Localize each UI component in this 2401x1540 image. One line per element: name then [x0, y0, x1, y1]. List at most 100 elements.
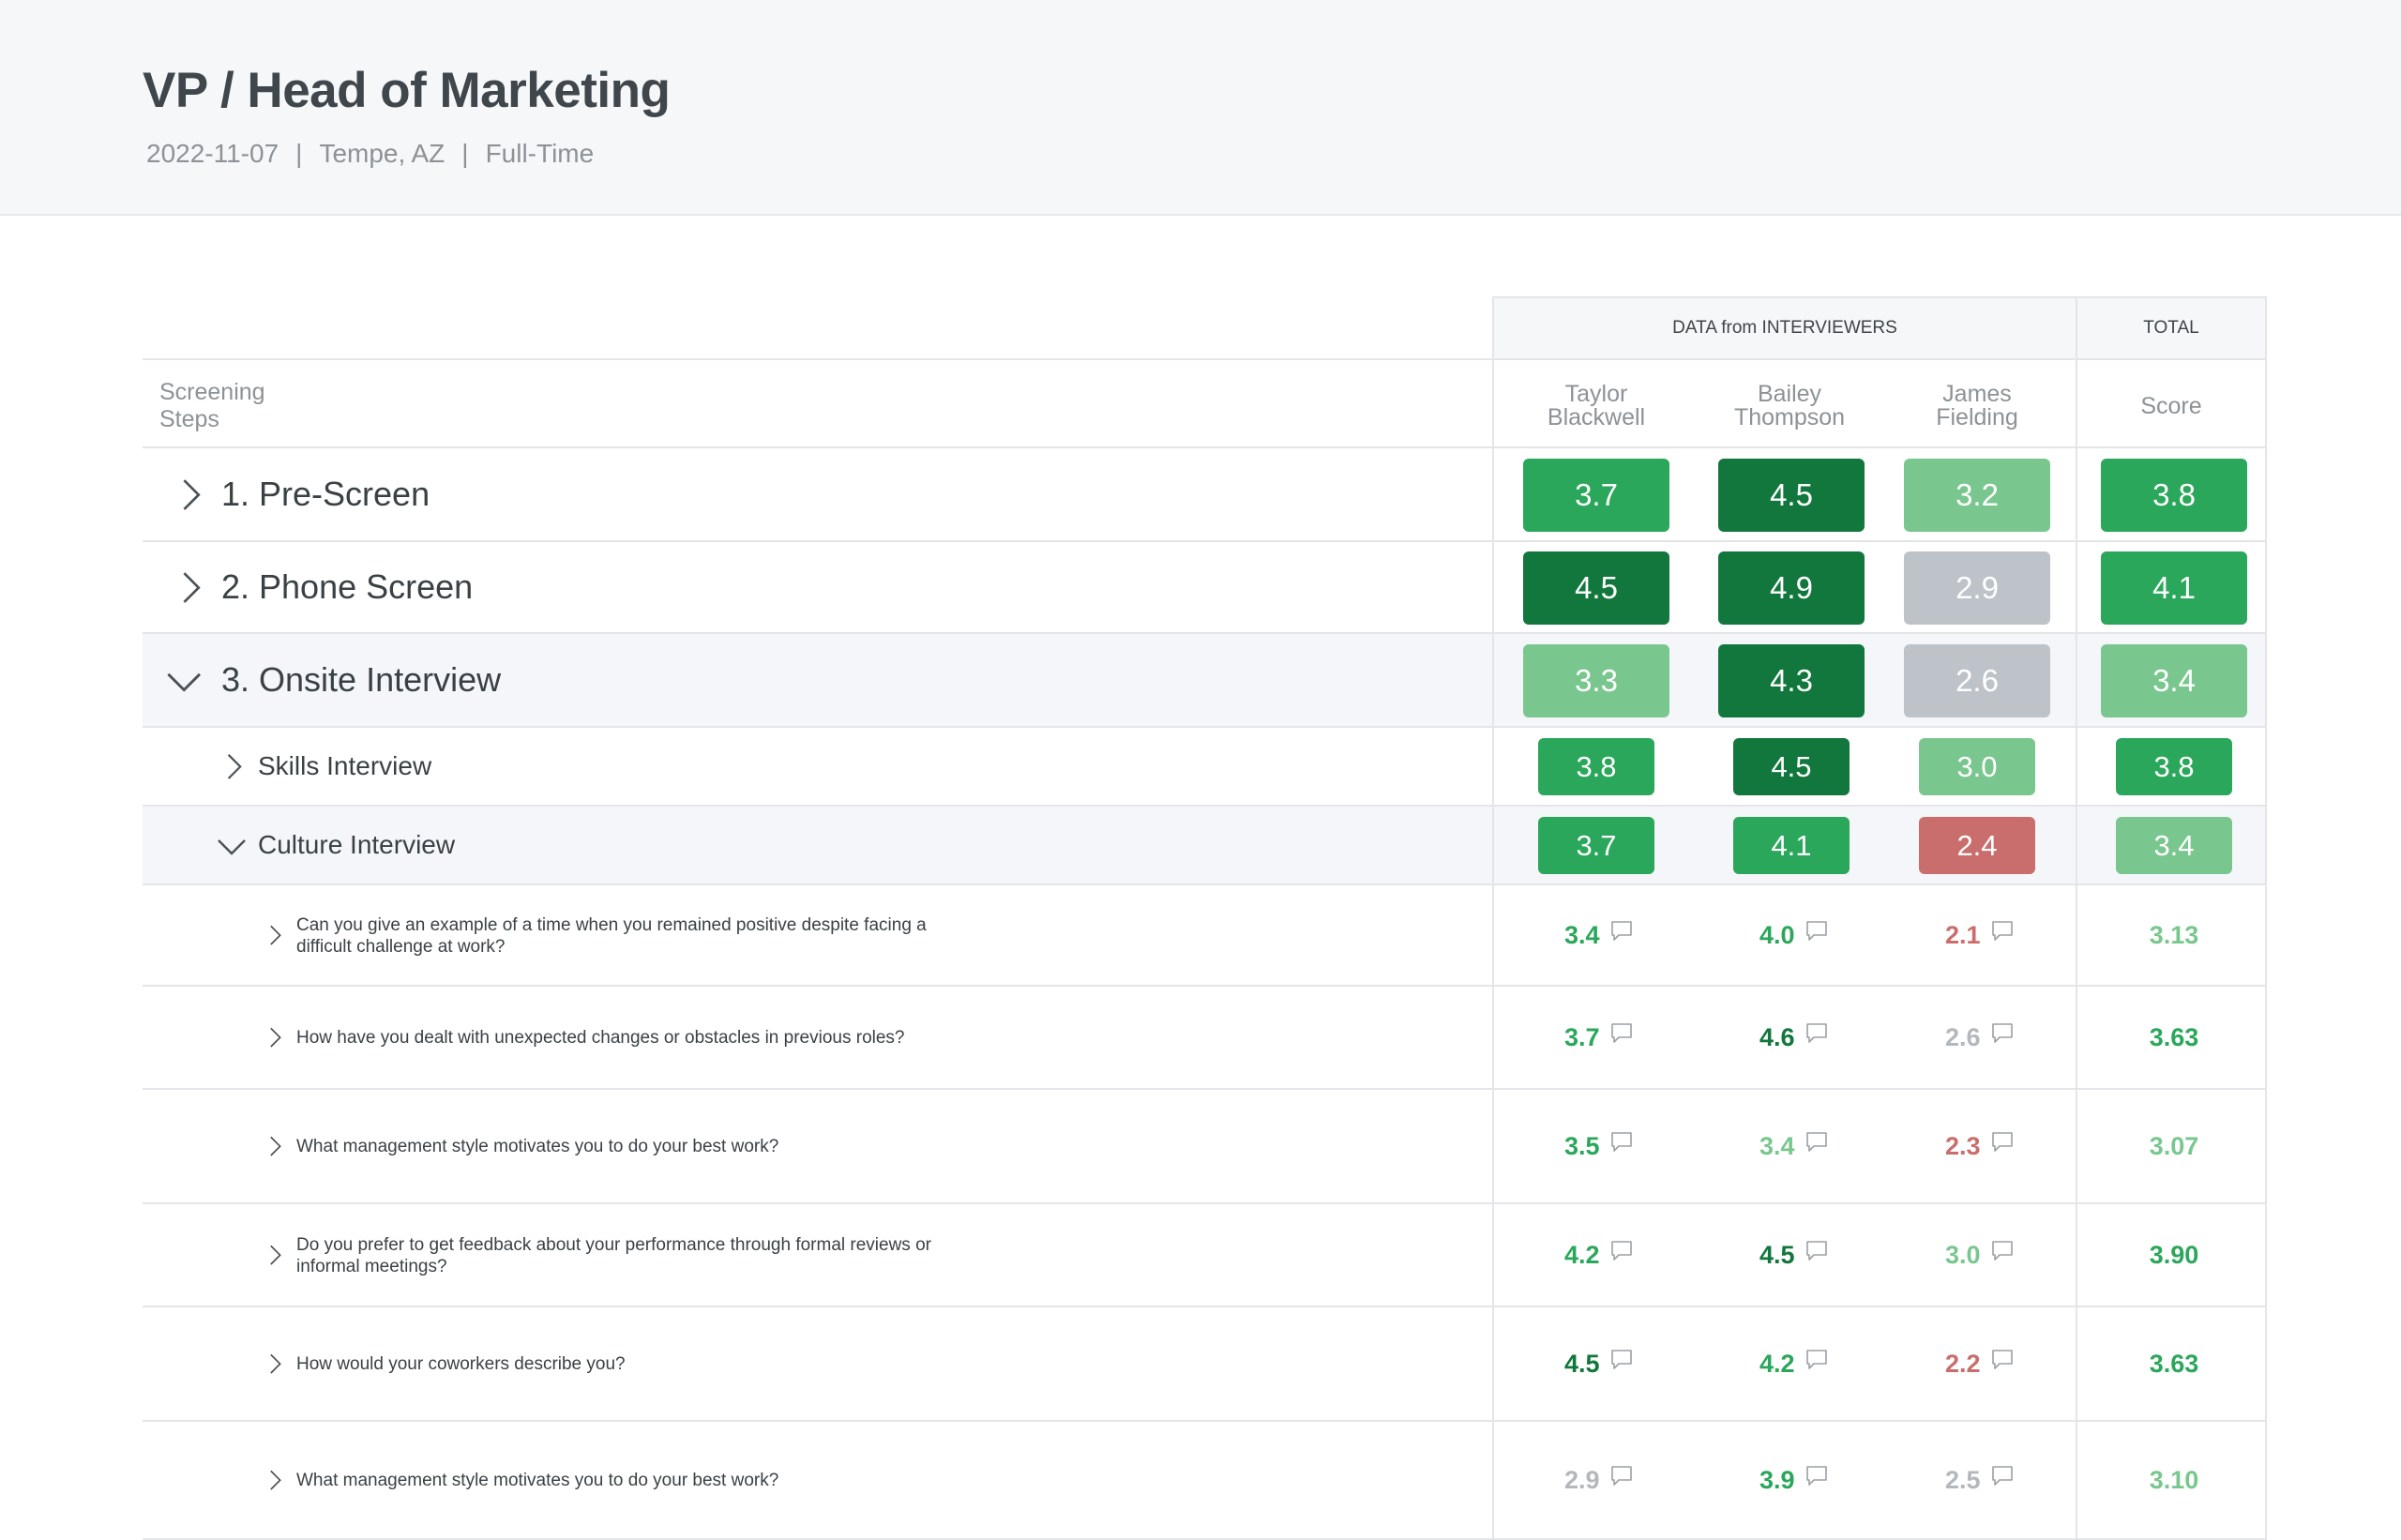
substep-label[interactable]: Culture Interview	[258, 830, 456, 859]
score-badge: 4.5	[1718, 459, 1865, 532]
question-total-score: 3.13	[2149, 921, 2199, 949]
comment-icon[interactable]	[1990, 1130, 2015, 1159]
total-score-badge: 3.8	[2101, 459, 2247, 532]
substep-label[interactable]: Skills Interview	[258, 751, 432, 780]
question-label[interactable]: How would your coworkers describe you?	[296, 1354, 626, 1374]
column-divider	[2265, 296, 2267, 1540]
column-divider	[1492, 296, 1494, 1540]
comment-icon[interactable]	[1609, 1021, 1634, 1050]
score-badge: 2.9	[1904, 551, 2050, 625]
job-location: Tempe, AZ	[319, 139, 445, 168]
question-label[interactable]: What management style motivates you to d…	[296, 1471, 779, 1490]
group-header-panel	[1493, 296, 2266, 360]
comment-icon[interactable]	[1990, 919, 2015, 948]
question-total-score: 3.07	[2149, 1132, 2199, 1160]
job-date: 2022-11-07	[146, 139, 279, 168]
comment-icon[interactable]	[1805, 919, 1829, 948]
chevron-right-icon[interactable]	[180, 571, 201, 604]
total-score-badge: 3.4	[2116, 817, 2232, 874]
score-badge: 2.6	[1904, 644, 2050, 717]
question-score: 4.0	[1759, 921, 1795, 949]
score-badge: 4.5	[1523, 551, 1669, 625]
row-divider	[143, 1306, 2266, 1307]
question-score: 3.7	[1564, 1023, 1600, 1051]
question-label[interactable]: How have you dealt with unexpected chang…	[296, 1028, 905, 1048]
comment-icon[interactable]	[1609, 1130, 1634, 1159]
meta-separator: |	[461, 139, 469, 168]
total-group-header: TOTAL	[2143, 318, 2199, 338]
comment-icon[interactable]	[1805, 1464, 1829, 1493]
row-divider	[143, 1420, 2266, 1422]
row-divider	[1493, 296, 2266, 298]
question-score: 3.5	[1564, 1132, 1600, 1160]
question-score: 4.5	[1759, 1241, 1795, 1269]
score-badge: 3.2	[1904, 459, 2050, 532]
page-title: VP / Head of Marketing	[143, 63, 671, 118]
chevron-right-icon[interactable]	[225, 753, 242, 780]
score-badge: 3.8	[1538, 738, 1654, 795]
stage-label[interactable]: 2. Phone Screen	[221, 567, 474, 606]
question-label[interactable]: Do you prefer to get feedback about your…	[296, 1235, 931, 1276]
chevron-right-icon[interactable]	[268, 1027, 281, 1048]
interviewer-last-name: Fielding	[1936, 404, 2018, 430]
comment-icon[interactable]	[1990, 1348, 2015, 1377]
question-score: 3.9	[1759, 1466, 1795, 1494]
page-header: VP / Head of Marketing 2022-11-07 | Tempe,…	[0, 0, 2401, 216]
comment-icon[interactable]	[1805, 1239, 1829, 1268]
row-divider	[143, 1088, 2266, 1090]
interviewer-header-3: James Fielding	[1881, 364, 2073, 448]
row-divider	[143, 632, 2266, 634]
interviewer-header-1: Taylor Blackwell	[1501, 364, 1692, 448]
chevron-right-icon[interactable]	[268, 925, 281, 945]
stage-label[interactable]: 1. Pre-Screen	[221, 475, 430, 513]
row-divider	[143, 805, 2266, 807]
interviewer-last-name: Blackwell	[1547, 404, 1646, 430]
row-divider	[143, 726, 2266, 728]
chevron-down-icon[interactable]	[166, 670, 202, 692]
comment-icon[interactable]	[1990, 1464, 2015, 1493]
total-score-badge: 3.8	[2116, 738, 2232, 795]
question-score: 4.2	[1564, 1241, 1600, 1269]
comment-icon[interactable]	[1805, 1130, 1829, 1159]
row-divider	[143, 358, 2266, 360]
row-divider	[143, 540, 2266, 542]
question-score: 4.6	[1759, 1023, 1795, 1051]
comment-icon[interactable]	[1609, 919, 1634, 948]
row-highlight	[143, 807, 2266, 885]
row-divider	[143, 985, 2266, 987]
comment-icon[interactable]	[1805, 1021, 1829, 1050]
question-score: 2.3	[1945, 1132, 1981, 1160]
interviewer-header-2: Bailey Thompson	[1694, 364, 1885, 448]
interviewers-group-header: DATA from INTERVIEWERS	[1672, 318, 1897, 338]
screening-steps-header: Screening Steps	[159, 379, 265, 432]
question-label[interactable]: What management style motivates you to d…	[296, 1137, 779, 1156]
interviewer-first-name: Bailey	[1757, 381, 1822, 407]
chevron-right-icon[interactable]	[268, 1353, 281, 1374]
chevron-right-icon[interactable]	[268, 1470, 281, 1490]
question-total-score: 3.63	[2149, 1023, 2199, 1051]
question-label[interactable]: Can you give an example of a time when y…	[296, 915, 927, 957]
question-score: 3.4	[1759, 1132, 1795, 1160]
score-badge: 3.0	[1919, 738, 2035, 795]
score-badge: 2.4	[1919, 817, 2035, 874]
chevron-right-icon[interactable]	[268, 1136, 281, 1156]
question-score: 2.2	[1945, 1350, 1981, 1378]
chevron-down-icon[interactable]	[217, 837, 247, 855]
question-score: 3.0	[1945, 1241, 1981, 1269]
total-score-badge: 4.1	[2101, 551, 2247, 625]
comment-icon[interactable]	[1990, 1021, 2015, 1050]
comment-icon[interactable]	[1609, 1464, 1634, 1493]
column-divider	[2076, 296, 2077, 1540]
comment-icon[interactable]	[1990, 1239, 2015, 1268]
comment-icon[interactable]	[1805, 1348, 1829, 1377]
comment-icon[interactable]	[1609, 1239, 1634, 1268]
interviewer-first-name: James	[1942, 381, 2012, 407]
chevron-right-icon[interactable]	[180, 478, 201, 511]
stage-label[interactable]: 3. Onsite Interview	[221, 660, 502, 699]
total-score-badge: 3.4	[2101, 644, 2247, 717]
score-header: Score	[2140, 392, 2202, 419]
chevron-right-icon[interactable]	[268, 1245, 281, 1265]
comment-icon[interactable]	[1609, 1348, 1634, 1377]
question-total-score: 3.63	[2149, 1350, 2199, 1378]
question-total-score: 3.90	[2149, 1241, 2199, 1269]
